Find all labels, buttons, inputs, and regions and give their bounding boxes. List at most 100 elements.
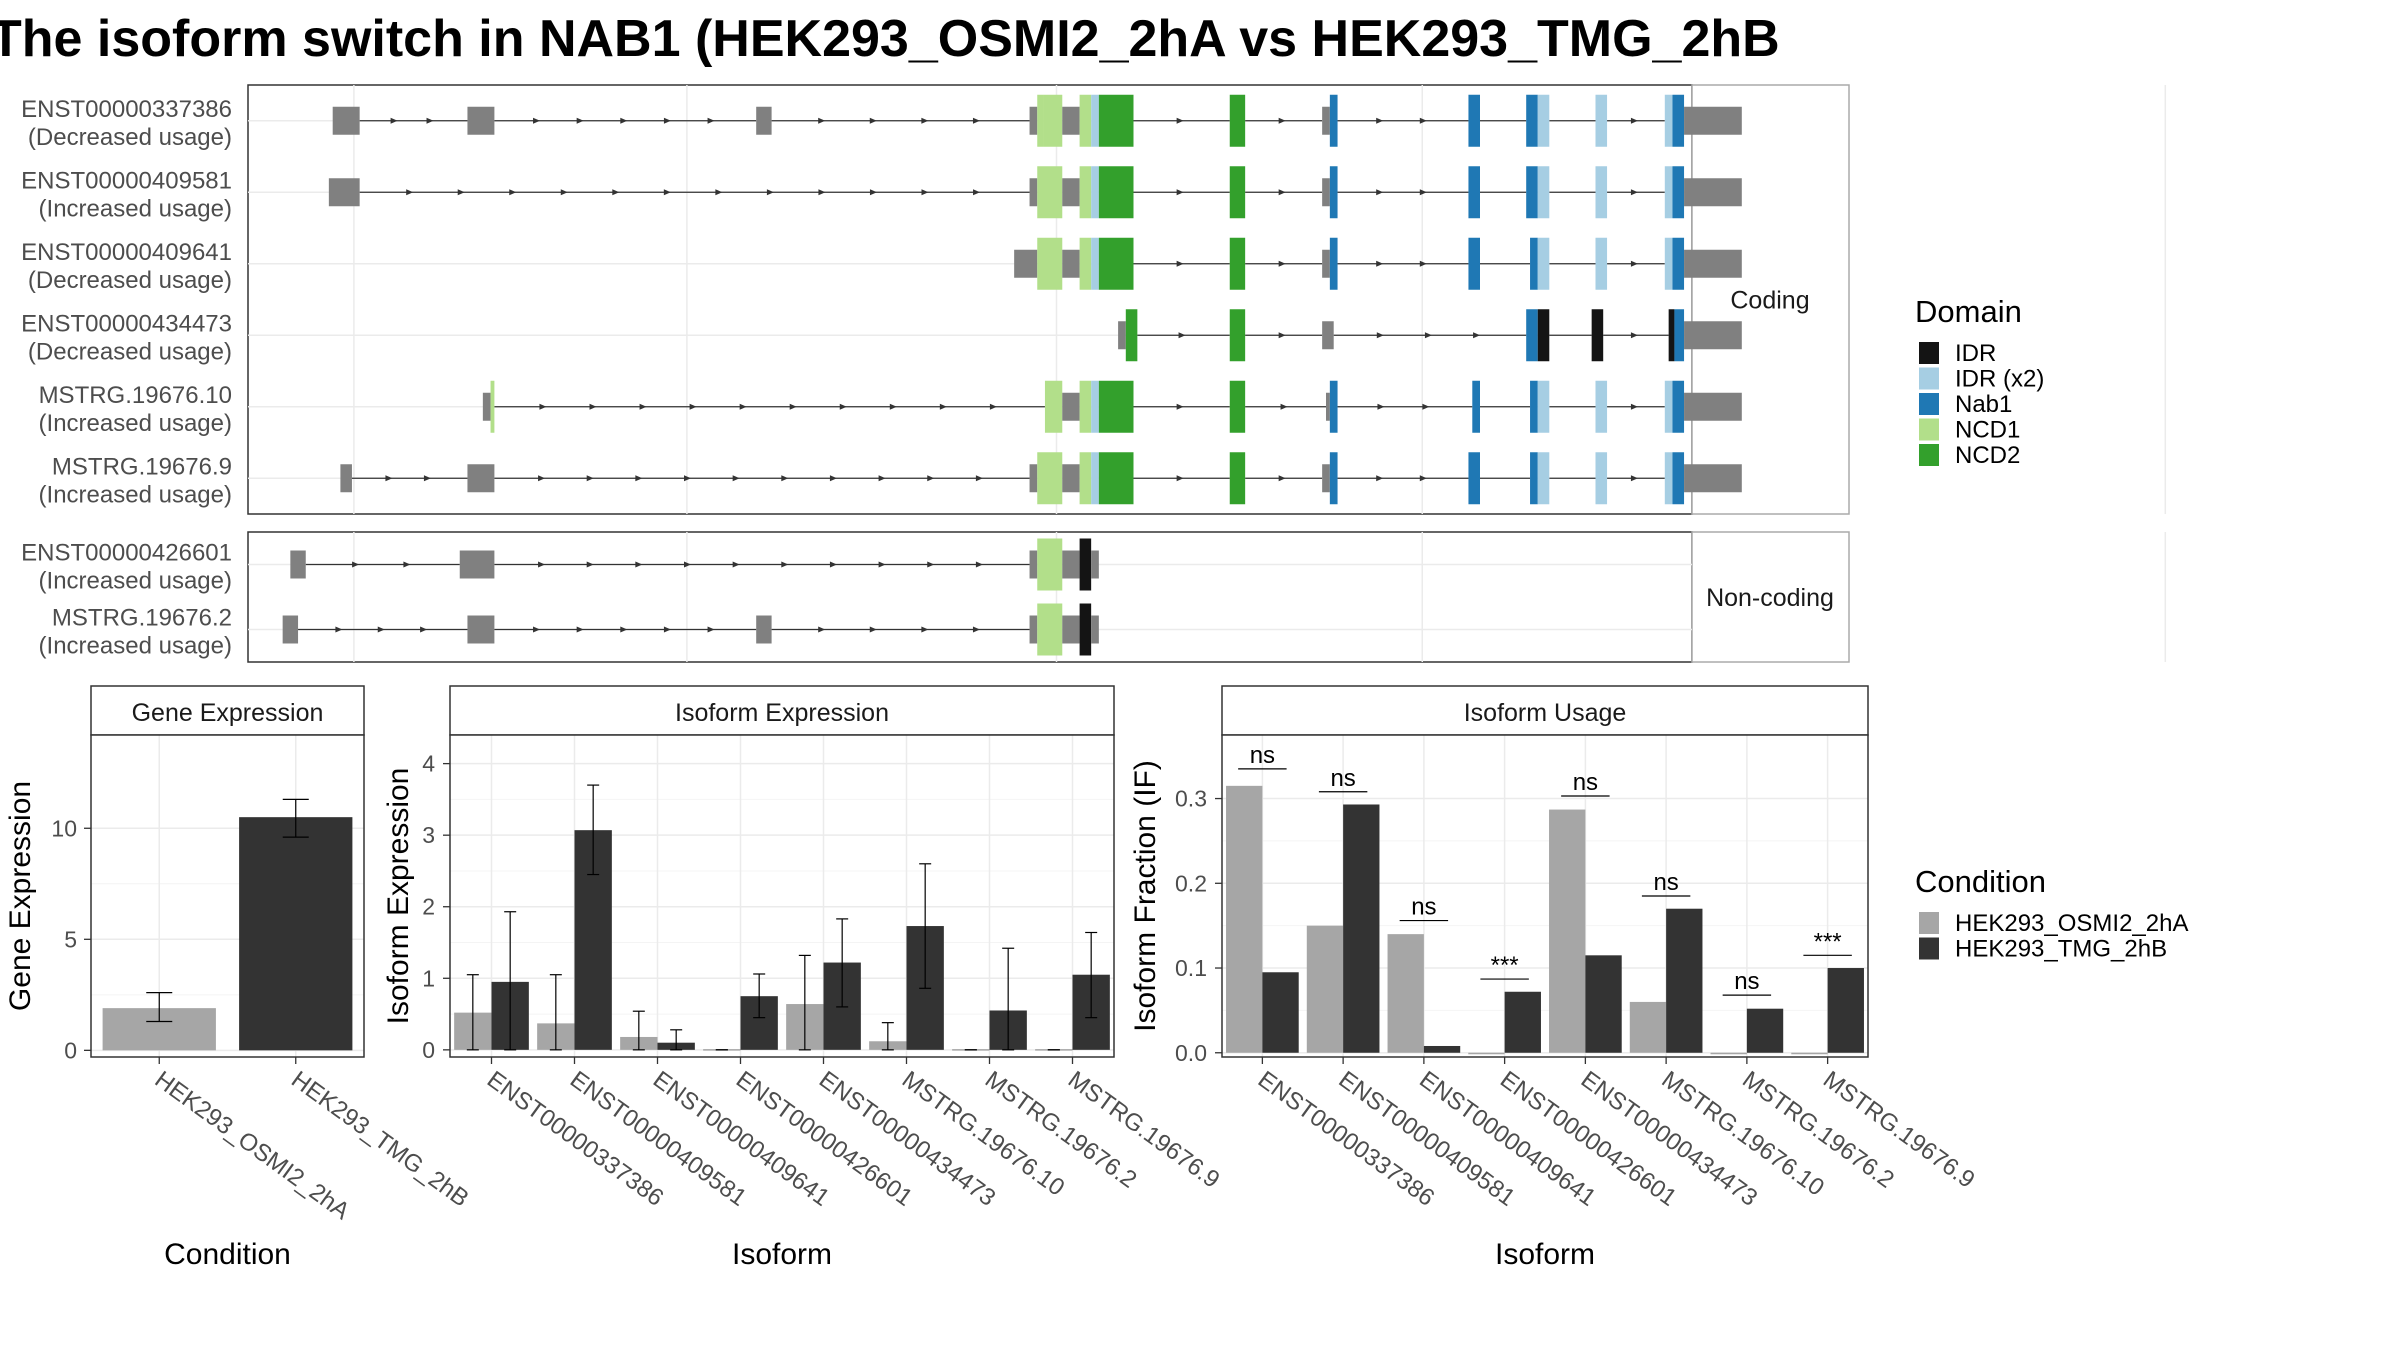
figure-title: The isoform switch in NAB1 (HEK293_OSMI2…	[0, 10, 1780, 68]
exon-domain-ncd2	[1229, 237, 1246, 290]
exon-utr	[1322, 464, 1330, 493]
domain-legend-swatch-nab1	[1919, 393, 1939, 415]
intron-arrow	[1278, 332, 1286, 339]
intron-arrow	[1278, 189, 1286, 196]
intron-arrow	[869, 117, 877, 124]
transcript-mstrg-19676-9: MSTRG.19676.9(Increased usage)	[39, 452, 1742, 508]
domain-legend-swatch-ncd1	[1919, 418, 1939, 441]
bar-hek293-osmi2-2ha	[1226, 785, 1263, 1053]
intron-arrow	[973, 189, 981, 196]
exon-domain-nab1	[1530, 237, 1538, 290]
intron-arrow	[639, 403, 647, 410]
condition-legend-swatch	[1919, 937, 1939, 960]
intron-arrow	[878, 561, 886, 568]
intron-arrow	[635, 475, 643, 482]
y-tick-label: 4	[422, 751, 435, 777]
domain-legend-label: Nab1	[1955, 391, 2012, 418]
transcript-id: MSTRG.19676.10	[39, 382, 232, 409]
exon-domain-ncd1	[1037, 538, 1063, 591]
y-tick-label: 0.2	[1175, 870, 1207, 896]
transcript-id: ENST00000426601	[21, 540, 232, 567]
bar-hek293-tmg-2hb	[1504, 991, 1541, 1053]
exon-utr	[1322, 249, 1330, 278]
exon-domain-idr-x2	[1595, 452, 1608, 505]
exon-utr	[1322, 321, 1334, 350]
exon-utr	[1029, 106, 1038, 135]
exon-domain-ncd1	[1044, 380, 1063, 433]
intron-arrow	[1419, 475, 1427, 482]
condition-legend-label: HEK293_TMG_2hB	[1955, 936, 2167, 963]
y-axis-title: Isoform Expression	[382, 768, 415, 1025]
transcript-enst00000409581: ENST00000409581(Increased usage)	[21, 166, 1742, 222]
exon-utr	[340, 464, 352, 493]
intron-arrow	[781, 561, 789, 568]
intron-arrow	[921, 189, 929, 196]
exon-domain-idr	[1079, 538, 1092, 591]
intron-arrow	[972, 117, 980, 124]
bar-hek293-tmg-2hb	[1827, 968, 1864, 1053]
exon-domain-nab1	[1672, 380, 1685, 433]
exon-domain-ncd1	[1037, 603, 1063, 656]
transcript-id: MSTRG.19676.2	[52, 605, 232, 632]
intron-arrow	[663, 117, 671, 124]
transcript-usage: (Decreased usage)	[28, 124, 232, 151]
panel-border	[90, 734, 365, 1058]
intron-arrow	[420, 626, 428, 633]
intron-arrow	[426, 117, 434, 124]
exon-utr	[1014, 249, 1038, 278]
exon-utr	[1322, 178, 1330, 207]
intron-arrow	[869, 189, 877, 196]
intron-arrow	[1176, 189, 1184, 196]
x-tick-label: MSTRG.19676.9	[1063, 1066, 1225, 1194]
exon-domain-nab1	[1472, 380, 1480, 433]
intron-arrow	[620, 626, 628, 633]
intron-arrow	[715, 189, 723, 196]
exon-domain-idr-x2	[1537, 380, 1550, 433]
exon-domain-ncd1	[1079, 237, 1092, 290]
y-tick-label: 3	[422, 822, 435, 848]
bar-hek293-tmg-2hb	[1423, 1045, 1461, 1053]
intron-arrow	[921, 626, 929, 633]
exon-domain-nab1	[1468, 94, 1480, 147]
condition-legend-swatch	[1919, 912, 1939, 934]
intron-arrow	[377, 626, 385, 633]
intron-arrow	[620, 117, 628, 124]
domain-legend-label: IDR	[1955, 340, 1996, 367]
intron-arrow	[927, 561, 935, 568]
exon-domain-idr-x2	[1664, 237, 1673, 290]
exon-domain-nab1	[1329, 237, 1338, 290]
exon-domain-ncd2	[1098, 237, 1134, 290]
exon-domain-nab1	[1672, 452, 1685, 505]
intron-arrow	[1377, 403, 1385, 410]
panel-border	[1221, 734, 1869, 1058]
intron-arrow	[839, 403, 847, 410]
intron-arrow	[533, 117, 541, 124]
plot-background	[450, 735, 1114, 1057]
exon-domain-idr	[1079, 603, 1092, 656]
domain-legend-label: NCD1	[1955, 417, 2020, 444]
transcript-usage: (Decreased usage)	[28, 338, 232, 365]
transcript-id: ENST00000434473	[21, 310, 232, 337]
x-axis-title: Isoform	[1495, 1238, 1595, 1271]
significance-label: ns	[1411, 894, 1436, 921]
exon-utr	[467, 464, 495, 493]
transcript-usage: (Increased usage)	[39, 195, 232, 222]
intron-arrow	[975, 561, 983, 568]
exon-domain-idr-x2	[1091, 380, 1099, 433]
transcript-usage: (Increased usage)	[39, 481, 232, 508]
transcript-id: ENST00000409641	[21, 239, 232, 266]
panel-strip	[1691, 531, 1850, 663]
intron-arrow	[818, 626, 826, 633]
transcript-usage: (Increased usage)	[39, 633, 232, 660]
intron-arrow	[335, 626, 343, 633]
intron-arrow	[533, 626, 541, 633]
exon-domain-nab1	[1530, 452, 1538, 505]
panel-title: Isoform Expression	[675, 699, 889, 727]
intron-arrow	[878, 475, 886, 482]
intron-arrow	[1176, 117, 1184, 124]
exon-utr	[1062, 249, 1080, 278]
exon-utr	[1684, 321, 1742, 350]
intron-arrow	[1630, 189, 1638, 196]
exon-domain-idr-x2	[1664, 452, 1673, 505]
